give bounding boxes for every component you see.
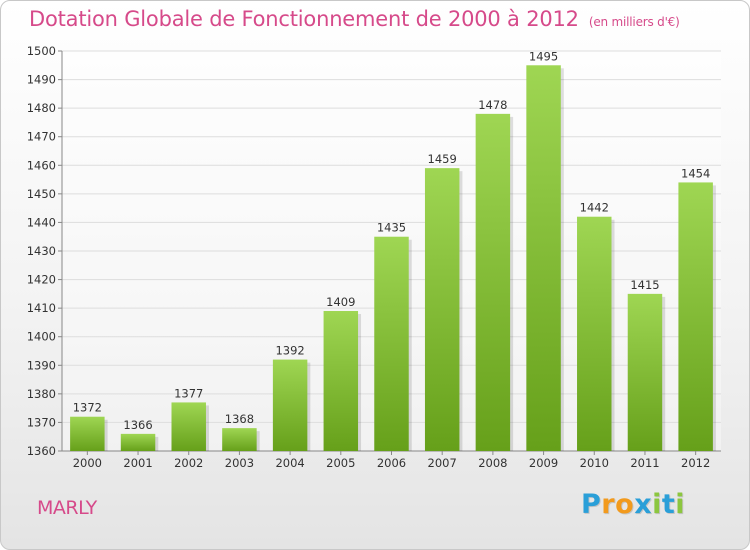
chart-subtitle: (en milliers d'€) — [588, 15, 680, 29]
logo-letter: i — [675, 489, 686, 520]
data-label-2010: 1442 — [580, 201, 609, 215]
logo-letter: r — [601, 489, 616, 520]
y-tick-label: 1470 — [27, 130, 56, 144]
y-tick-label: 1440 — [27, 215, 56, 229]
x-tick-label: 2008 — [478, 456, 507, 470]
proxiti-logo[interactable]: Proxiti — [581, 489, 685, 520]
bar-2005 — [323, 311, 359, 451]
data-label-2009: 1495 — [529, 49, 558, 63]
x-tick-label: 2006 — [377, 456, 406, 470]
bar-2004 — [272, 359, 308, 451]
bar-2006 — [374, 236, 409, 451]
bar-2003 — [222, 428, 257, 451]
data-label-2006: 1435 — [377, 221, 406, 235]
logo-letter: t — [661, 489, 676, 520]
logo-letter: o — [615, 489, 635, 520]
data-label-2000: 1372 — [73, 401, 102, 415]
bar-2012 — [678, 182, 713, 451]
chart-title-text: Dotation Globale de Fonctionnement de 20… — [29, 7, 579, 31]
y-tick-label: 1360 — [27, 444, 56, 458]
y-tick-label: 1400 — [27, 330, 56, 344]
bars — [70, 65, 716, 452]
bar-2001 — [120, 433, 156, 451]
data-label-2004: 1392 — [275, 344, 304, 358]
bar-2009 — [526, 65, 561, 452]
x-tick-label: 2007 — [428, 456, 457, 470]
y-tick-label: 1460 — [27, 158, 56, 172]
x-tick-label: 2004 — [275, 456, 304, 470]
y-tick-label: 1500 — [27, 44, 56, 58]
data-label-2001: 1366 — [123, 418, 152, 432]
data-labels: 1372 1366 1377 1368 1392 1409 1435 1459 1478 1495… — [73, 49, 711, 432]
logo-letter: i — [652, 489, 662, 520]
logo-letter: x — [634, 489, 653, 520]
x-tick-label: 2002 — [174, 456, 203, 470]
data-label-2005: 1409 — [326, 295, 355, 309]
y-tick-label: 1410 — [27, 301, 56, 315]
x-tick-label: 2010 — [580, 456, 609, 470]
data-label-2003: 1368 — [225, 412, 254, 426]
x-tick-label: 2005 — [326, 456, 355, 470]
x-tick-label: 2003 — [225, 456, 254, 470]
y-tick-label: 1370 — [27, 415, 56, 429]
y-tick-label: 1390 — [27, 358, 56, 372]
bar-2002 — [171, 402, 206, 451]
bar-2000 — [70, 416, 105, 451]
data-label-2011: 1415 — [630, 278, 659, 292]
chart-title: Dotation Globale de Fonctionnement de 20… — [29, 7, 680, 31]
x-tick-label: 2012 — [681, 456, 710, 470]
y-tick-label: 1420 — [27, 273, 56, 287]
x-tick-label: 2009 — [529, 456, 558, 470]
x-tick-label: 2011 — [630, 456, 659, 470]
bar-2007 — [424, 168, 460, 451]
x-tick-label: 2000 — [73, 456, 102, 470]
data-label-2012: 1454 — [681, 166, 710, 180]
logo-letter: P — [581, 489, 602, 520]
bar-2008 — [475, 113, 511, 451]
data-label-2008: 1478 — [478, 98, 507, 112]
y-tick-label: 1480 — [27, 101, 56, 115]
bar-2010 — [577, 216, 612, 451]
bar-2011 — [627, 293, 663, 451]
data-label-2002: 1377 — [174, 386, 203, 400]
data-label-2007: 1459 — [428, 152, 457, 166]
commune-name: MARLY — [37, 497, 97, 519]
y-tick-label: 1380 — [27, 387, 56, 401]
x-tick-label: 2001 — [123, 456, 152, 470]
y-tick-label: 1430 — [27, 244, 56, 258]
y-tick-label: 1490 — [27, 73, 56, 87]
y-tick-label: 1450 — [27, 187, 56, 201]
